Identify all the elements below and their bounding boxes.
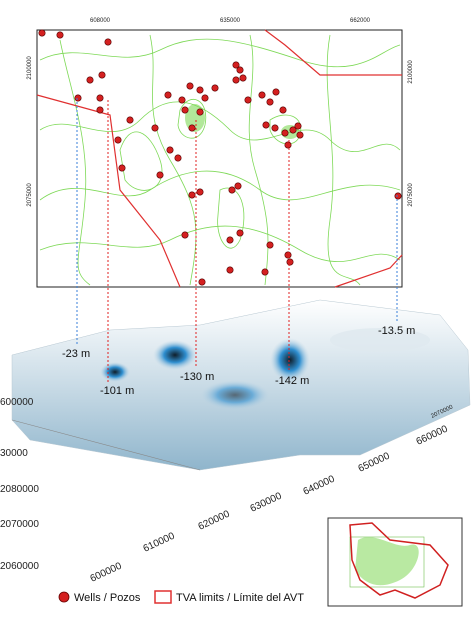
well [96,94,104,102]
well [96,106,104,114]
well [279,106,287,114]
well [166,146,174,154]
well [228,186,236,194]
well [56,31,64,39]
well [188,124,196,132]
tva-boundary [36,94,181,288]
well [156,171,164,179]
well [118,164,126,172]
well [239,74,247,82]
well [236,66,244,74]
well [211,84,219,92]
well [226,236,234,244]
well [284,141,292,149]
well [196,108,204,116]
y-axis-label: 600000 [0,397,34,408]
well [74,94,82,102]
well [286,258,294,266]
well [281,129,289,137]
well [186,82,194,90]
y-axis-label: 2070000 [0,519,39,530]
depth-label: -13.5 m [378,325,415,337]
well [164,91,172,99]
x-axis-label: 630000 [249,490,284,514]
well [394,192,402,200]
tva-boundary [264,29,402,76]
y-axis-label: 30000 [0,448,28,459]
well [284,251,292,259]
well [151,124,159,132]
well [226,266,234,274]
legend-label: TVA limits / Límite del AVT [176,592,304,604]
y-tick-label: 2100000 [27,56,33,80]
contour-map: 608000 635000 662000 2100000 2075000 210… [27,18,414,288]
y-axis-label: 2060000 [0,561,39,572]
depth-label: -101 m [100,385,134,397]
well [296,131,304,139]
legend: Wells / Pozos TVA limits / Límite del AV… [58,590,304,604]
well [181,106,189,114]
well [266,241,274,249]
x-axis-label: 640000 [302,473,337,497]
x-axis-label: 620000 [197,508,232,532]
well [294,122,302,130]
x-tick-label: 662000 [350,18,371,24]
well [98,71,106,79]
well [234,182,242,190]
well [244,96,252,104]
well [114,136,122,144]
well [201,94,209,102]
well [266,98,274,106]
inset-map [327,517,463,607]
depth-label: -142 m [275,375,309,387]
well [86,76,94,84]
depth-label: -23 m [62,348,90,360]
well [236,229,244,237]
legend-label: Wells / Pozos [74,592,141,604]
well [232,76,240,84]
well [262,121,270,129]
well [232,61,240,69]
well [126,116,134,124]
well [289,126,297,134]
y-axis-label: 2080000 [0,484,39,495]
well [174,154,182,162]
well [258,91,266,99]
depth-label: -130 m [180,371,214,383]
map-frame [36,29,403,288]
x-tick-label: 635000 [220,18,241,24]
tva-boundary [334,254,403,288]
x-tick-label: 608000 [90,18,111,24]
leaders [76,98,398,383]
well [181,231,189,239]
y-tick-label: 2075000 [27,183,33,207]
wells [38,29,402,286]
x-axis-label: 600000 [89,560,124,584]
well [196,188,204,196]
well [198,278,206,286]
contours [39,34,401,286]
y-tick-label: 2075000 [408,183,414,207]
well [272,88,280,96]
well [178,96,186,104]
y-tick-label: 2100000 [408,60,414,84]
legend-well-symbol [58,591,70,603]
well [196,86,204,94]
well [271,124,279,132]
well [261,268,269,276]
well [188,191,196,199]
x-axis-label: 610000 [142,530,177,554]
well [38,29,46,37]
legend-tva-symbol [154,590,172,604]
well [104,38,112,46]
